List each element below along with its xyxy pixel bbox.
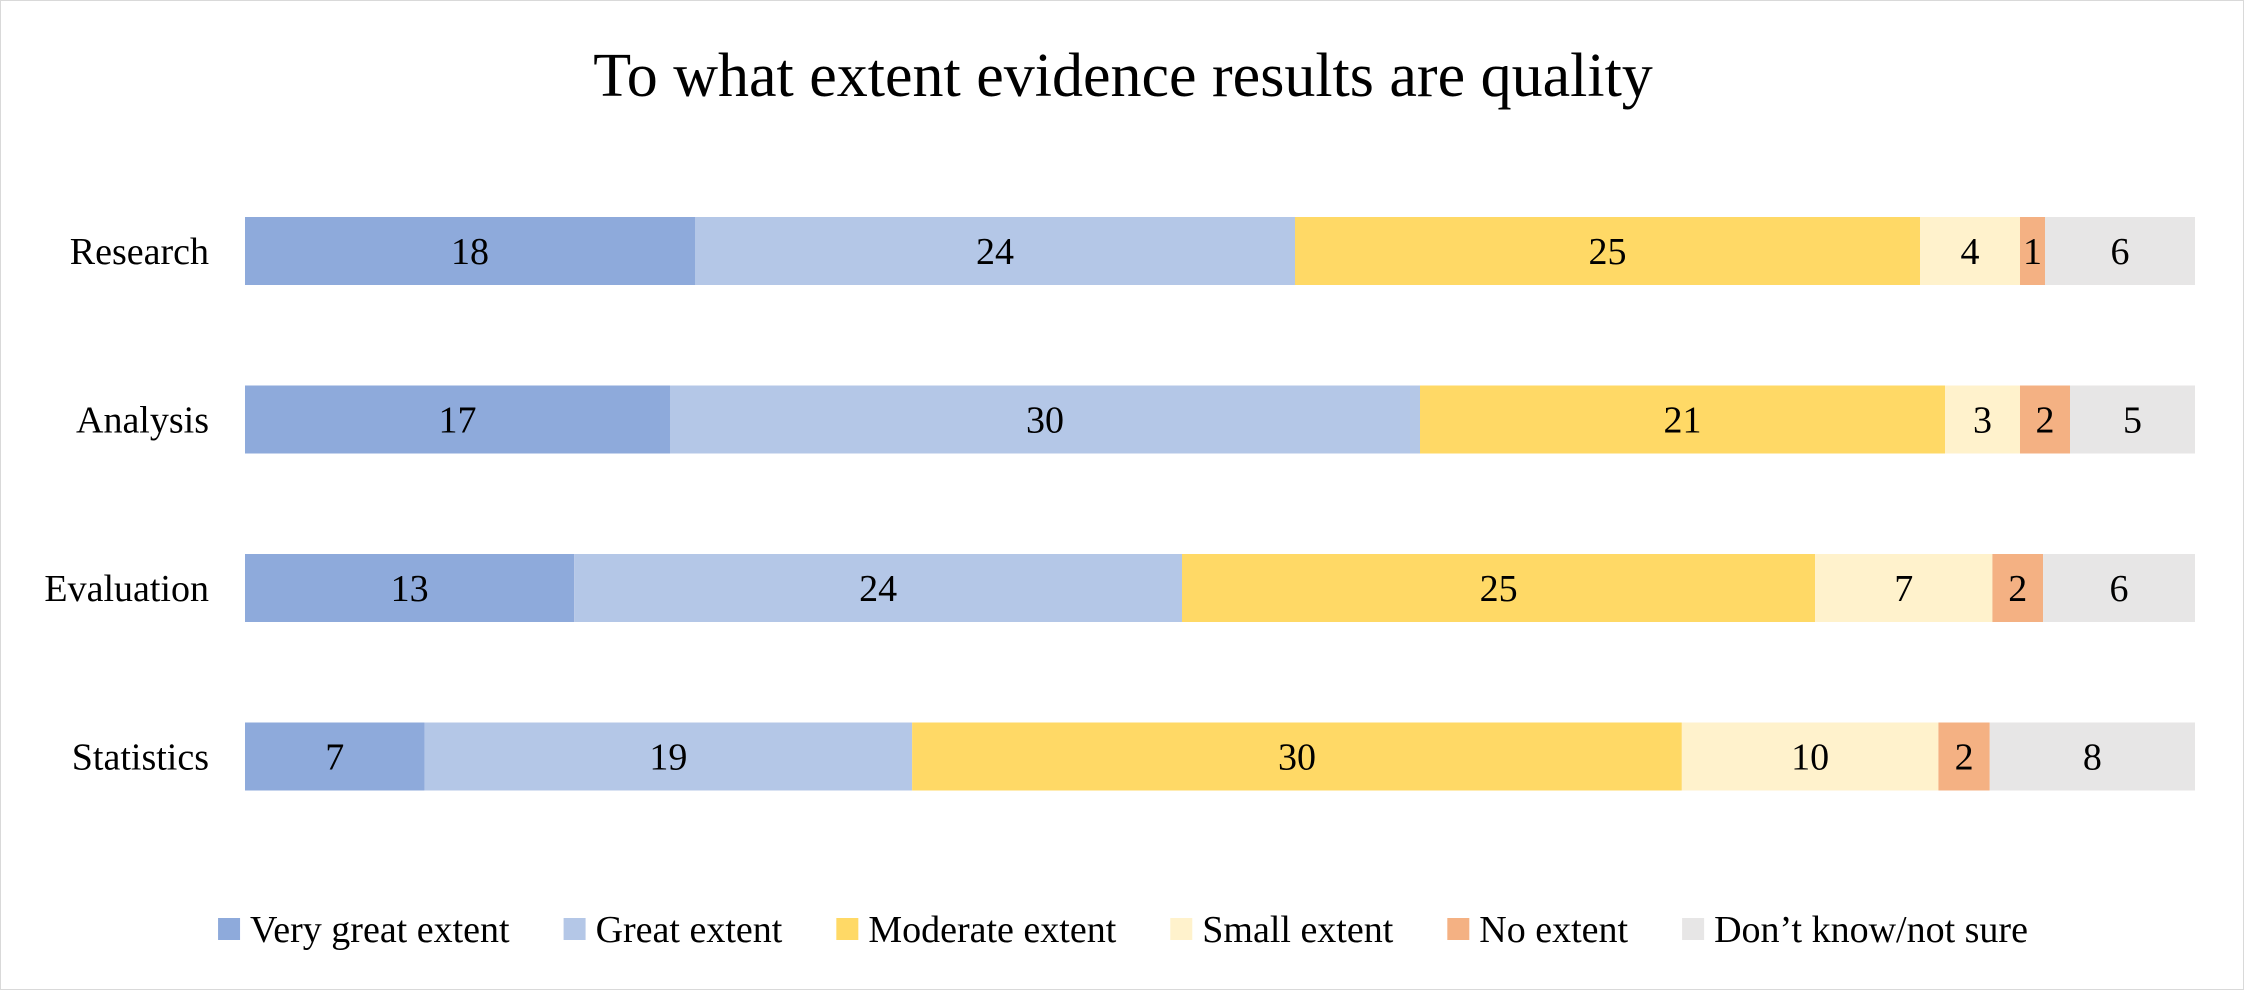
legend-label-don-t-know-not-sure: Don’t know/not sure xyxy=(1714,909,2028,951)
bar-statistics-very-great-extent xyxy=(245,722,425,791)
bar-evaluation-great-extent xyxy=(574,554,1183,622)
bar-evaluation-very-great-extent xyxy=(245,554,575,622)
data-label-analysis-small-extent: 3 xyxy=(1973,400,1992,442)
bar-analysis-don-t-know-not-sure xyxy=(2070,385,2195,454)
data-label-research-small-extent: 4 xyxy=(1961,231,1980,273)
category-label-evaluation: Evaluation xyxy=(44,568,209,610)
legend: Very great extent Great extent Moderate ex… xyxy=(218,909,2028,951)
bar-research-very-great-extent xyxy=(245,217,695,285)
data-label-analysis-moderate-extent: 21 xyxy=(1664,400,1702,442)
legend-swatch-don-t-know-not-sure xyxy=(1682,918,1705,940)
data-label-evaluation-moderate-extent: 25 xyxy=(1480,568,1518,610)
bar-research-great-extent xyxy=(695,217,1295,285)
data-label-analysis-very-great-extent: 17 xyxy=(439,400,477,442)
bar-evaluation-moderate-extent xyxy=(1182,554,1816,622)
category-label-research: Research xyxy=(70,231,209,273)
data-label-research-great-extent: 24 xyxy=(976,231,1014,273)
bar-evaluation-no-extent xyxy=(1992,554,2044,622)
legend-label-no-extent: No extent xyxy=(1479,909,1628,951)
bar-evaluation-small-extent xyxy=(1815,554,1993,622)
legend-swatch-moderate-extent xyxy=(836,918,859,940)
legend-label-moderate-extent: Moderate extent xyxy=(868,909,1116,951)
data-label-statistics-very-great-extent: 7 xyxy=(325,737,344,779)
data-label-research-no-extent: 1 xyxy=(2023,231,2042,273)
data-label-statistics-great-extent: 19 xyxy=(649,737,687,779)
data-label-research-don-t-know-not-sure: 6 xyxy=(2111,231,2130,273)
data-label-evaluation-very-great-extent: 13 xyxy=(391,568,429,610)
bar-statistics-don-t-know-not-sure xyxy=(1989,722,2195,791)
data-label-evaluation-small-extent: 7 xyxy=(1894,568,1913,610)
legend-swatch-great-extent xyxy=(563,918,586,940)
bar-research-moderate-extent xyxy=(1295,217,1920,285)
legend-swatch-no-extent xyxy=(1447,918,1470,940)
bar-analysis-very-great-extent xyxy=(245,385,670,454)
data-label-analysis-no-extent: 2 xyxy=(2036,400,2055,442)
legend-label-small-extent: Small extent xyxy=(1202,909,1393,951)
data-label-statistics-small-extent: 10 xyxy=(1791,737,1829,779)
bars-group: 18 24 25 4 1 617 30 21 3 2 513 24 25 7 2 67 19 30 10 2 8 xyxy=(245,217,2195,791)
bar-analysis-moderate-extent xyxy=(1420,385,1945,454)
bar-statistics-small-extent xyxy=(1681,722,1939,791)
bar-analysis-great-extent xyxy=(670,385,1420,454)
legend-swatch-small-extent xyxy=(1170,918,1193,940)
legend-label-very-great-extent: Very great extent xyxy=(250,909,510,951)
category-labels-group: Research Analysis Evaluation Statistics xyxy=(44,231,209,779)
bar-analysis-no-extent xyxy=(2020,385,2070,454)
bar-analysis-small-extent xyxy=(1945,385,2020,454)
bar-statistics-no-extent xyxy=(1938,722,1990,791)
data-label-research-moderate-extent: 25 xyxy=(1589,231,1627,273)
bar-evaluation-don-t-know-not-sure xyxy=(2043,554,2195,622)
legend-swatch-very-great-extent xyxy=(218,918,241,940)
data-label-evaluation-great-extent: 24 xyxy=(859,568,897,610)
data-label-evaluation-don-t-know-not-sure: 6 xyxy=(2110,568,2129,610)
bar-research-small-extent xyxy=(1920,217,2020,285)
data-label-statistics-don-t-know-not-sure: 8 xyxy=(2083,737,2102,779)
data-label-analysis-don-t-know-not-sure: 5 xyxy=(2123,400,2142,442)
legend-label-great-extent: Great extent xyxy=(596,909,783,951)
bar-statistics-moderate-extent xyxy=(912,722,1682,791)
data-label-analysis-great-extent: 30 xyxy=(1026,400,1064,442)
data-label-statistics-moderate-extent: 30 xyxy=(1278,737,1316,779)
bar-research-don-t-know-not-sure xyxy=(2045,217,2195,285)
bar-statistics-great-extent xyxy=(424,722,913,791)
data-label-evaluation-no-extent: 2 xyxy=(2008,568,2027,610)
bar-research-no-extent xyxy=(2020,217,2045,285)
category-label-analysis: Analysis xyxy=(76,400,209,442)
data-label-research-very-great-extent: 18 xyxy=(451,231,489,273)
category-label-statistics: Statistics xyxy=(72,737,209,779)
data-label-statistics-no-extent: 2 xyxy=(1955,737,1974,779)
chart-title: To what extent evidence results are qual… xyxy=(593,42,1653,110)
